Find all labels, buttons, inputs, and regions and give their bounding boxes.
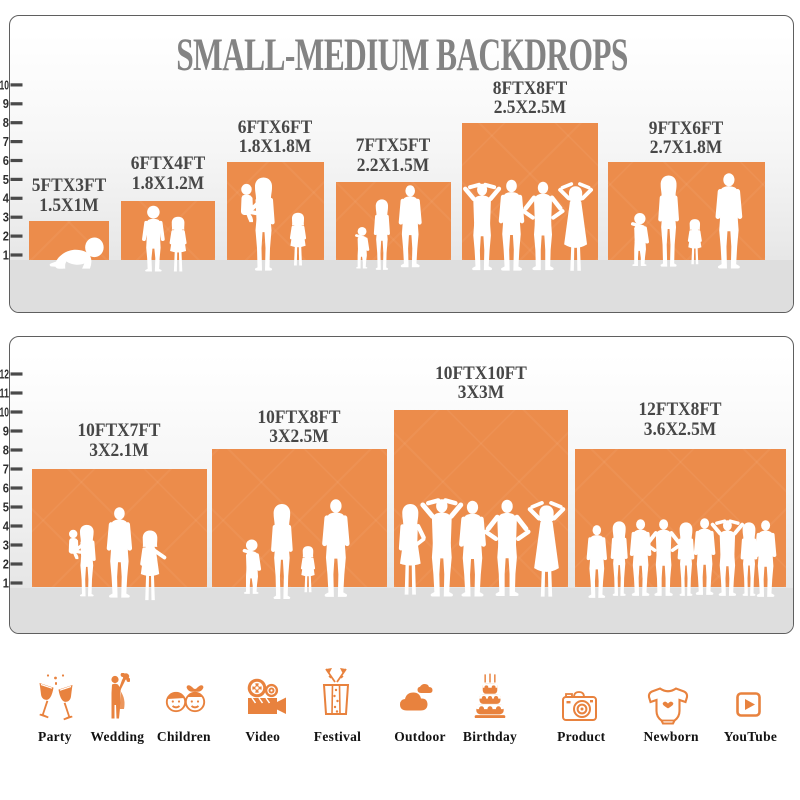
svg-text:4: 4 bbox=[3, 192, 9, 206]
svg-text:6: 6 bbox=[3, 481, 9, 495]
svg-text:1: 1 bbox=[3, 576, 9, 590]
svg-text:2: 2 bbox=[3, 557, 9, 571]
svg-text:9: 9 bbox=[3, 97, 9, 111]
svg-text:5: 5 bbox=[3, 173, 9, 187]
svg-text:5: 5 bbox=[3, 500, 9, 514]
svg-text:10: 10 bbox=[0, 405, 9, 419]
svg-text:11: 11 bbox=[0, 386, 9, 400]
svg-text:7: 7 bbox=[3, 462, 9, 476]
svg-text:1: 1 bbox=[3, 248, 9, 262]
svg-text:12: 12 bbox=[0, 367, 9, 381]
svg-text:3: 3 bbox=[3, 538, 9, 552]
svg-text:3: 3 bbox=[3, 211, 9, 225]
svg-text:7: 7 bbox=[3, 135, 9, 149]
svg-text:8: 8 bbox=[3, 443, 9, 457]
svg-text:9: 9 bbox=[3, 424, 9, 438]
svg-text:2: 2 bbox=[3, 230, 9, 244]
svg-text:4: 4 bbox=[3, 519, 9, 533]
svg-text:6: 6 bbox=[3, 154, 9, 168]
svg-text:10: 10 bbox=[0, 78, 9, 92]
svg-text:8: 8 bbox=[3, 116, 9, 130]
